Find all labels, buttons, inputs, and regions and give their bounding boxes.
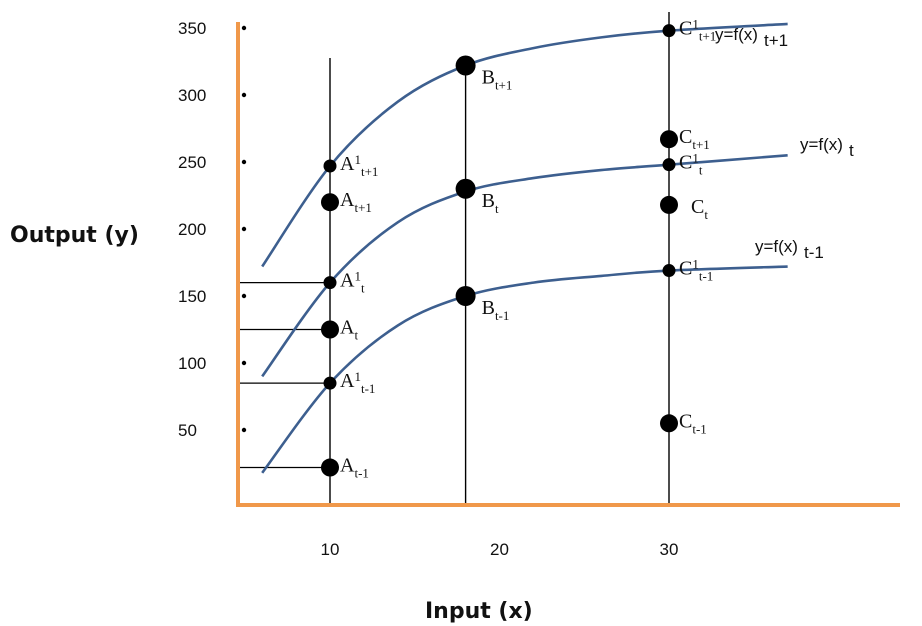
point-label-6: Bt+1 [482, 67, 513, 93]
y-tick-label-350: 350 [178, 19, 206, 38]
point-A-t-1 [321, 458, 339, 477]
point-A-t [321, 320, 339, 339]
point-label-9: C1t+1 [679, 17, 716, 44]
x-tick-label-10: 10 [321, 540, 340, 559]
point-labels: A1t+1 At+1 A1t At A1t-1 At-1 Bt+1 Bt Bt-1 C1t+1 Ct… [340, 17, 716, 481]
axes [236, 22, 900, 507]
y-tick-mark-200 [241, 226, 247, 232]
point-B-t+1 [455, 55, 476, 76]
y-tick-mark-100 [241, 360, 247, 366]
point-B-t [455, 178, 476, 199]
point-Cprime-t-1 [662, 264, 676, 278]
y-tick-label-250: 250 [178, 153, 206, 172]
point-Cprime-t+1 [662, 24, 676, 38]
tick-labels: 50 100 150 200 250 300 350 10 20 30 [178, 19, 678, 559]
x-axis-title: Input (x) [425, 599, 533, 624]
x-tick-label-30: 30 [660, 540, 679, 559]
y-tick-mark-250 [241, 159, 247, 165]
point-Aprime-t-1 [323, 376, 337, 390]
y-tick-mark-350 [241, 25, 247, 31]
point-label-5: At-1 [340, 455, 369, 481]
point-label-14: Ct-1 [679, 410, 707, 436]
y-tick-mark-50 [241, 427, 247, 433]
point-Cprime-t [662, 158, 676, 172]
production-curves [261, 22, 788, 474]
y-tick-label-300: 300 [178, 86, 206, 105]
y-tick-label-100: 100 [178, 354, 206, 373]
point-label-4: A1t-1 [340, 369, 375, 396]
y-tick-label-150: 150 [178, 287, 206, 306]
point-B-t-1 [455, 286, 476, 306]
y-tick-mark-300 [241, 92, 247, 98]
curve-label-t+1: y=f(x) t+1 [715, 25, 788, 50]
curve-label-t-1: y=f(x) t-1 [755, 237, 824, 262]
point-label-1: At+1 [340, 189, 372, 215]
point-A-t+1 [321, 193, 339, 212]
point-label-2: A1t [340, 269, 365, 296]
data-points [321, 24, 678, 477]
point-C-t+1 [660, 130, 678, 149]
y-tick-label-200: 200 [178, 220, 206, 239]
point-label-12: Ct [691, 196, 708, 222]
y-axis-title: Output (y) [10, 223, 139, 248]
point-label-0: A1t+1 [340, 152, 378, 179]
point-C-t [660, 195, 678, 214]
point-C-t-1 [660, 414, 678, 433]
curve-labels: y=f(x) t+1 y=f(x) t y=f(x) t-1 [715, 25, 854, 262]
curve-label-t: y=f(x) t [800, 135, 854, 160]
x-tick-label-20: 20 [490, 540, 509, 559]
reference-lines [238, 281, 330, 469]
point-Aprime-t [323, 276, 337, 290]
point-label-8: Bt-1 [482, 297, 510, 323]
point-label-10: Ct+1 [679, 126, 710, 152]
point-label-13: C1t-1 [679, 257, 713, 284]
y-tick-mark-150 [241, 293, 247, 299]
y-tick-label-50: 50 [178, 421, 197, 440]
point-label-11: C1t [679, 151, 703, 178]
point-Aprime-t+1 [323, 159, 337, 173]
point-label-3: At [340, 317, 358, 343]
point-label-7: Bt [482, 190, 499, 216]
